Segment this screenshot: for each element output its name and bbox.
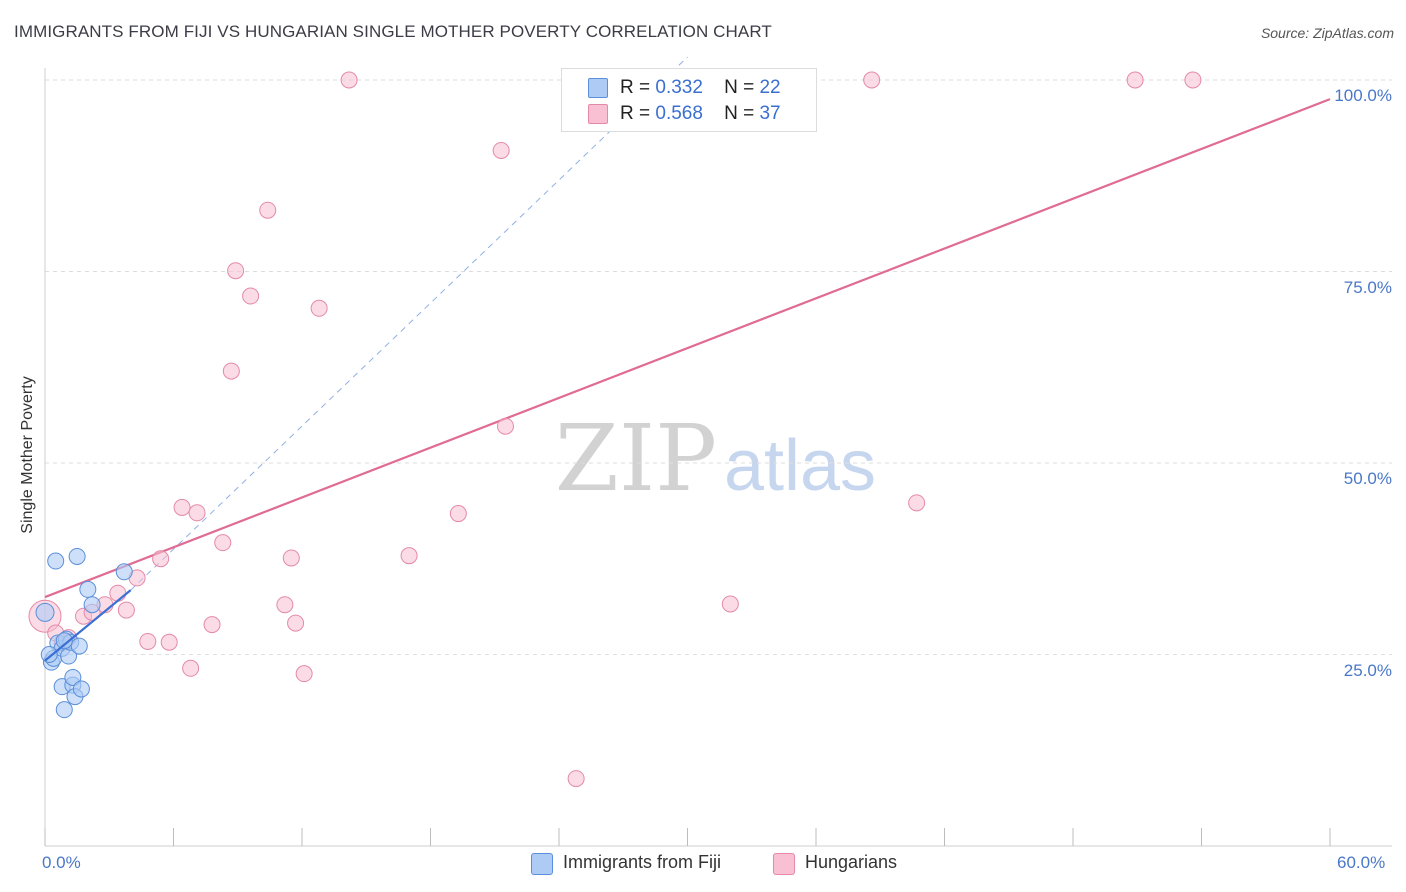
point-hungarians [295,665,313,683]
y-tick-label: 75.0% [1343,277,1392,297]
point-fiji [40,646,58,663]
x-tick-max: 60.0% [1337,853,1386,872]
legend-hun-r-label: R = [620,103,651,124]
y-tick-label: 25.0% [1343,660,1392,680]
legend-hun-r-value: 0.568 [655,103,703,124]
trend-line-fiji-extension [130,56,688,591]
point-hungarians [173,498,191,516]
point-hungarians [259,201,277,219]
point-hungarians [310,299,328,317]
y-tick-label: 100.0% [1334,86,1392,105]
watermark-atlas: atlas [724,426,876,506]
point-hungarians [863,71,881,89]
legend-fiji-r-label: R = [620,77,651,98]
point-fiji [35,602,55,622]
point-hungarians [496,417,514,435]
legend-hun-n-value: 37 [759,103,781,124]
point-hungarians [182,659,200,677]
point-hungarians [242,287,260,305]
point-hungarians [567,770,585,788]
x-tick-min: 0.0% [42,853,81,872]
point-hungarians [340,71,358,89]
axes [44,68,1392,847]
point-hungarians [492,141,510,159]
point-hungarians [139,632,157,650]
legend-hun-n-label: N = [724,103,755,124]
point-hungarians [282,549,300,567]
point-hungarians [214,534,232,552]
point-fiji [70,637,88,655]
point-hungarians [721,595,739,613]
chart-title: IMMIGRANTS FROM FIJI VS HUNGARIAN SINGLE… [14,22,772,41]
bottom-legend-label-hungarians: Hungarians [805,852,898,872]
data-points [28,71,1202,788]
legend-fiji-n-label: N = [724,77,755,98]
point-fiji [64,668,82,686]
point-hungarians [152,550,170,568]
correlation-legend: R = 0.332 N = 22 R = 0.568 N = 37 [561,68,817,132]
bottom-legend-swatch-fiji [531,853,553,875]
watermark: ZIP atlas [555,405,876,512]
point-hungarians [227,262,245,280]
trend-line-hungarians [44,98,1331,599]
point-hungarians [908,494,926,512]
grid-lines [45,79,1392,655]
point-fiji [55,701,73,719]
point-hungarians [1184,71,1202,89]
point-fiji [79,580,97,598]
point-hungarians [400,547,418,565]
trend-lines [44,56,1331,599]
point-hungarians [287,614,305,632]
bottom-legend-swatch-hungarians [773,853,795,875]
point-fiji [72,680,90,698]
legend-fiji-n-value: 22 [759,77,781,98]
point-hungarians [188,504,206,522]
point-hungarians [276,596,294,614]
trend-line-fiji [44,589,132,662]
source-label: Source: ZipAtlas.com [1260,25,1394,41]
point-hungarians [449,505,467,523]
point-hungarians [117,601,135,619]
point-hungarians [109,584,127,602]
point-hungarians [203,616,221,634]
point-hungarians [1126,71,1144,89]
point-fiji [115,563,133,581]
y-tick-label: 50.0% [1343,469,1392,488]
point-fiji [55,632,73,650]
point-fiji [83,596,101,614]
legend-swatch-hungarians [588,104,608,124]
legend-swatch-fiji [588,78,608,98]
point-hungarians [222,362,240,380]
point-fiji [68,547,86,565]
point-fiji [47,552,65,570]
point-hungarians [160,633,178,651]
bottom-legend-label-fiji: Immigrants from Fiji [563,852,722,872]
watermark-zip: ZIP [555,405,717,512]
legend-fiji-r-value: 0.332 [655,77,703,98]
